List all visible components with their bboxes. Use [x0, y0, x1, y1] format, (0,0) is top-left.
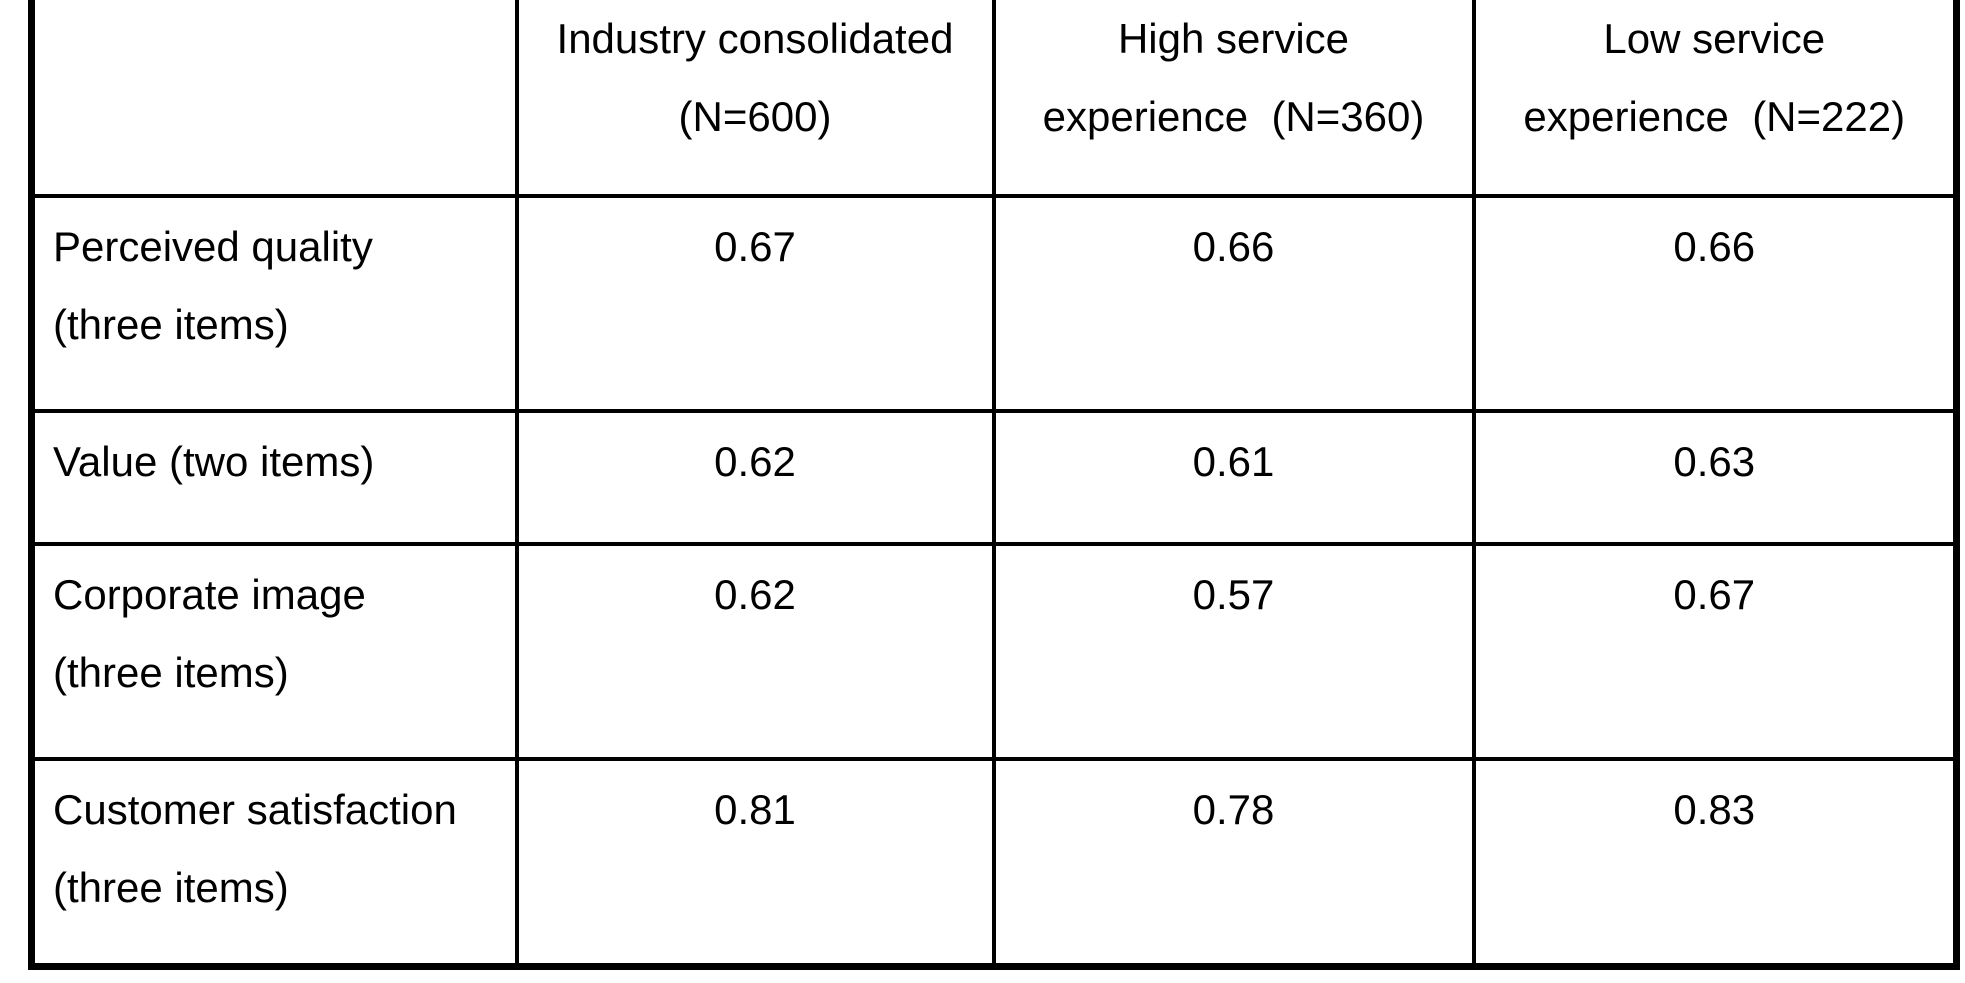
value-cell: 0.66 — [1471, 194, 1959, 413]
value-cell: 0.67 — [1471, 542, 1959, 761]
row-label-corporate-image: Corporate image (three items) — [29, 542, 519, 761]
column-header-high-service-experience: High service experience (N=360) — [991, 0, 1476, 198]
value-cell: 0.62 — [514, 409, 996, 546]
value-cell: 0.67 — [514, 194, 996, 413]
value-cell: 0.66 — [991, 194, 1476, 413]
statistics-table: Industry consolidated (N=600) High servi… — [28, 0, 1960, 970]
value-cell: 0.57 — [991, 542, 1476, 761]
table-header-row: Industry consolidated (N=600) High servi… — [29, 0, 1959, 198]
row-label-customer-satisfaction: Customer satisfaction (three items) — [29, 757, 519, 968]
table-row-value: Value (two items) 0.62 0.61 0.63 — [29, 409, 1959, 546]
value-cell: 0.78 — [991, 757, 1476, 968]
table-row-corporate-image: Corporate image (three items) 0.62 0.57 … — [29, 542, 1959, 761]
value-cell: 0.83 — [1471, 757, 1959, 968]
table-row-customer-satisfaction: Customer satisfaction (three items) 0.81… — [29, 757, 1959, 968]
table-row-perceived-quality: Perceived quality (three items) 0.67 0.6… — [29, 194, 1959, 413]
value-cell: 0.61 — [991, 409, 1476, 546]
row-label-perceived-quality: Perceived quality (three items) — [29, 194, 519, 413]
corner-header-cell — [29, 0, 519, 198]
value-cell: 0.81 — [514, 757, 996, 968]
value-cell: 0.63 — [1471, 409, 1959, 546]
statistics-table-container: Industry consolidated (N=600) High servi… — [28, 0, 1960, 970]
column-header-low-service-experience: Low service experience (N=222) — [1471, 0, 1959, 198]
column-header-industry-consolidated: Industry consolidated (N=600) — [514, 0, 996, 198]
row-label-value: Value (two items) — [29, 409, 519, 546]
value-cell: 0.62 — [514, 542, 996, 761]
